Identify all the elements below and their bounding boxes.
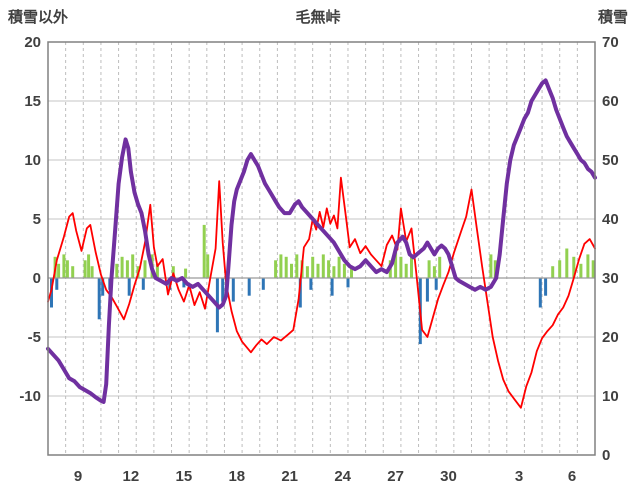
right-axis-tick-label: 0 (602, 447, 610, 464)
green-bars (131, 254, 135, 278)
right-axis-tick-label: 10 (602, 388, 619, 405)
green-bars (155, 263, 159, 278)
plot-border (47, 41, 596, 456)
green-bars (202, 224, 206, 278)
blue-bars (247, 278, 251, 296)
blue-bars (101, 278, 105, 296)
green-bars (493, 260, 497, 278)
green-bars (83, 260, 87, 278)
blue-bars (309, 278, 313, 290)
red-line (47, 176, 596, 409)
green-bars (90, 266, 94, 278)
green-bars (57, 263, 61, 278)
x-axis-tick-label: 30 (440, 468, 457, 485)
green-bars (489, 254, 493, 278)
green-bars (591, 260, 595, 278)
green-bars (321, 254, 325, 278)
green-bars (87, 254, 91, 278)
blue-bars (538, 278, 542, 308)
green-bars (342, 263, 346, 278)
green-bars (432, 266, 436, 278)
x-axis-tick-label: 24 (334, 468, 351, 485)
left-axis-tick-label: -5 (28, 329, 41, 346)
green-bars (404, 263, 408, 278)
green-bars (586, 254, 590, 278)
purple-line (46, 78, 597, 404)
blue-bars (55, 278, 59, 290)
right-axis-tick-label: 60 (602, 93, 619, 110)
blue-bars (544, 278, 548, 296)
green-bars (125, 260, 129, 278)
blue-bars (346, 278, 350, 288)
green-bars (410, 254, 413, 278)
left-axis-tick-label: 10 (24, 152, 41, 169)
blue-bars (330, 278, 334, 296)
green-bars (579, 263, 583, 278)
blue-bars (97, 278, 101, 320)
green-bars (551, 266, 555, 278)
blue-bars (221, 278, 225, 302)
right-axis-tick-label: 30 (602, 270, 619, 287)
green-bars (327, 260, 331, 278)
left-axis-tick-label: 5 (33, 211, 41, 228)
green-bars (350, 268, 353, 278)
green-bars (558, 260, 562, 278)
x-axis-tick-label: 12 (123, 468, 140, 485)
green-bars (62, 254, 66, 278)
blue-bars (261, 278, 265, 290)
green-bars (394, 248, 398, 278)
green-bars (305, 266, 309, 278)
green-bars (337, 256, 341, 278)
green-bars (171, 266, 175, 278)
blue-bars (127, 278, 131, 296)
chart-title: 毛無峠 (295, 9, 341, 26)
green-bars (284, 256, 288, 278)
green-bars (427, 260, 431, 278)
green-bars (274, 260, 278, 278)
x-axis-tick-label: 21 (281, 468, 298, 485)
x-axis-tick-label: 27 (387, 468, 404, 485)
green-bars (71, 266, 75, 278)
left-axis-title: 積雪以外 (8, 9, 69, 26)
x-axis-tick-label: 18 (228, 468, 245, 485)
x-axis-tick-label: 3 (515, 468, 523, 485)
blue-bars (298, 278, 302, 308)
right-axis-tick-label: 20 (602, 329, 619, 346)
green-bars (399, 256, 403, 278)
blue-bars (434, 278, 438, 290)
green-bars (184, 268, 188, 278)
green-bars (572, 256, 576, 278)
green-bars (332, 266, 336, 278)
blue-bars (425, 278, 429, 302)
blue-bars (141, 278, 145, 290)
x-axis-tick-label: 6 (568, 468, 576, 485)
right-axis-tick-label: 50 (602, 152, 619, 169)
green-bars (143, 260, 147, 278)
green-bars (279, 254, 283, 278)
left-axis-tick-label: -10 (19, 388, 41, 405)
right-axis-tick-label: 70 (602, 34, 619, 51)
green-bars (120, 256, 124, 278)
left-axis-tick-label: 15 (24, 93, 41, 110)
green-bars (565, 248, 569, 278)
green-bars (115, 263, 119, 278)
x-axis-tick-label: 9 (74, 468, 82, 485)
green-bars (438, 256, 442, 278)
blue-bars (231, 278, 235, 302)
right-axis-tick-label: 40 (602, 211, 619, 228)
left-axis-tick-label: 20 (24, 34, 41, 51)
left-axis-tick-label: 0 (33, 270, 41, 287)
x-axis-tick-label: 15 (176, 468, 193, 485)
right-axis-title: 積雪 (597, 9, 628, 26)
green-bars (295, 254, 299, 278)
green-bars (206, 254, 210, 278)
green-bars (65, 260, 69, 278)
green-bars (290, 263, 293, 278)
green-bars (311, 256, 315, 278)
green-bars (316, 263, 320, 278)
